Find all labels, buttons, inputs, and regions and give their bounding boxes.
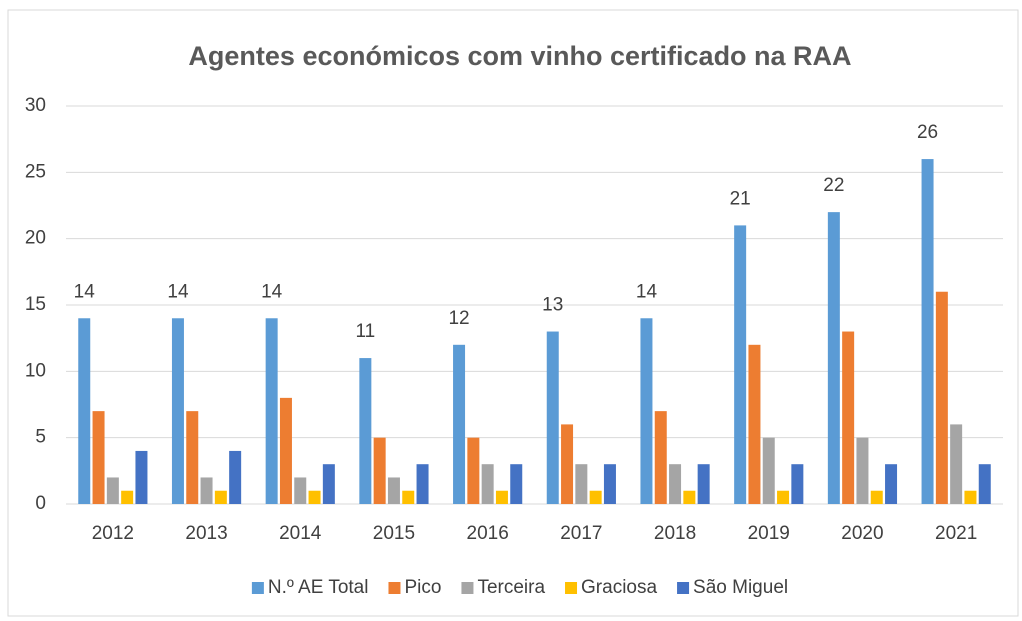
bar	[654, 411, 667, 504]
legend-label: São Miguel	[693, 577, 788, 598]
x-tick-label: 2013	[185, 523, 227, 544]
x-tick-label: 2012	[92, 523, 134, 544]
data-label: 14	[167, 281, 189, 302]
x-tick-label: 2020	[841, 523, 883, 544]
bar	[467, 437, 480, 504]
data-label: 12	[448, 308, 469, 329]
bar	[359, 358, 372, 504]
bar	[827, 212, 840, 504]
bar	[683, 490, 696, 504]
data-label: 21	[730, 188, 751, 209]
bar	[387, 477, 400, 504]
data-label: 26	[917, 122, 938, 143]
bar	[777, 490, 790, 504]
x-tick-label: 2016	[467, 523, 509, 544]
bar	[229, 450, 242, 504]
bar	[697, 464, 710, 504]
y-tick-label: 5	[35, 427, 46, 448]
y-tick-label: 15	[25, 294, 46, 315]
bar	[978, 464, 991, 504]
x-tick-label: 2017	[560, 523, 602, 544]
bar	[92, 411, 105, 504]
legend-label: Terceira	[477, 577, 545, 598]
bar	[546, 331, 559, 504]
bar	[575, 464, 588, 504]
bar	[842, 331, 855, 504]
bar	[748, 344, 761, 504]
x-tick-label: 2015	[373, 523, 415, 544]
bar	[265, 318, 278, 504]
bar	[294, 477, 307, 504]
bar	[78, 318, 91, 504]
bar	[791, 464, 804, 504]
bar	[106, 477, 119, 504]
y-tick-label: 20	[25, 228, 46, 249]
y-tick-label: 30	[25, 95, 46, 116]
bar	[308, 490, 321, 504]
y-tick-label: 0	[35, 493, 46, 514]
bar	[135, 450, 148, 504]
bar	[603, 464, 616, 504]
bar	[589, 490, 602, 504]
y-tick-label: 10	[25, 360, 46, 381]
bar	[279, 397, 292, 504]
bar	[640, 318, 653, 504]
bar	[964, 490, 977, 504]
data-label: 14	[261, 281, 283, 302]
bar	[121, 490, 134, 504]
chart-frame	[7, 9, 1019, 617]
x-tick-label: 2019	[748, 523, 790, 544]
bar	[762, 437, 775, 504]
data-label: 13	[542, 295, 563, 316]
bar	[453, 344, 466, 504]
bar	[495, 490, 508, 504]
bar	[510, 464, 523, 504]
legend-label: N.º AE Total	[268, 577, 369, 598]
bar	[921, 159, 934, 505]
legend-label: Graciosa	[581, 577, 657, 598]
bar	[200, 477, 213, 504]
legend-swatch	[251, 582, 264, 594]
bar	[322, 464, 335, 504]
bar	[402, 490, 415, 504]
bar	[870, 490, 883, 504]
legend-swatch	[388, 582, 401, 594]
bar	[935, 291, 948, 504]
legend-swatch	[677, 582, 690, 594]
bar	[856, 437, 869, 504]
bar	[416, 464, 429, 504]
bar	[885, 464, 898, 504]
bar	[373, 437, 386, 504]
legend-swatch	[565, 582, 578, 594]
x-tick-label: 2014	[279, 523, 322, 544]
bar	[214, 490, 227, 504]
bar	[186, 411, 199, 504]
bar	[561, 424, 574, 504]
bar	[669, 464, 682, 504]
bar	[171, 318, 184, 504]
x-tick-label: 2018	[654, 523, 696, 544]
data-label: 14	[74, 281, 96, 302]
bar	[734, 225, 747, 504]
data-label: 14	[636, 281, 658, 302]
y-tick-label: 25	[25, 161, 46, 182]
legend-swatch	[461, 582, 474, 594]
legend-label: Pico	[404, 577, 441, 598]
bar	[950, 424, 963, 504]
data-label: 22	[823, 175, 844, 196]
x-tick-label: 2021	[935, 523, 977, 544]
data-label: 11	[355, 321, 375, 342]
chart-title: Agentes económicos com vinho certificado…	[188, 41, 851, 71]
bar	[481, 464, 494, 504]
